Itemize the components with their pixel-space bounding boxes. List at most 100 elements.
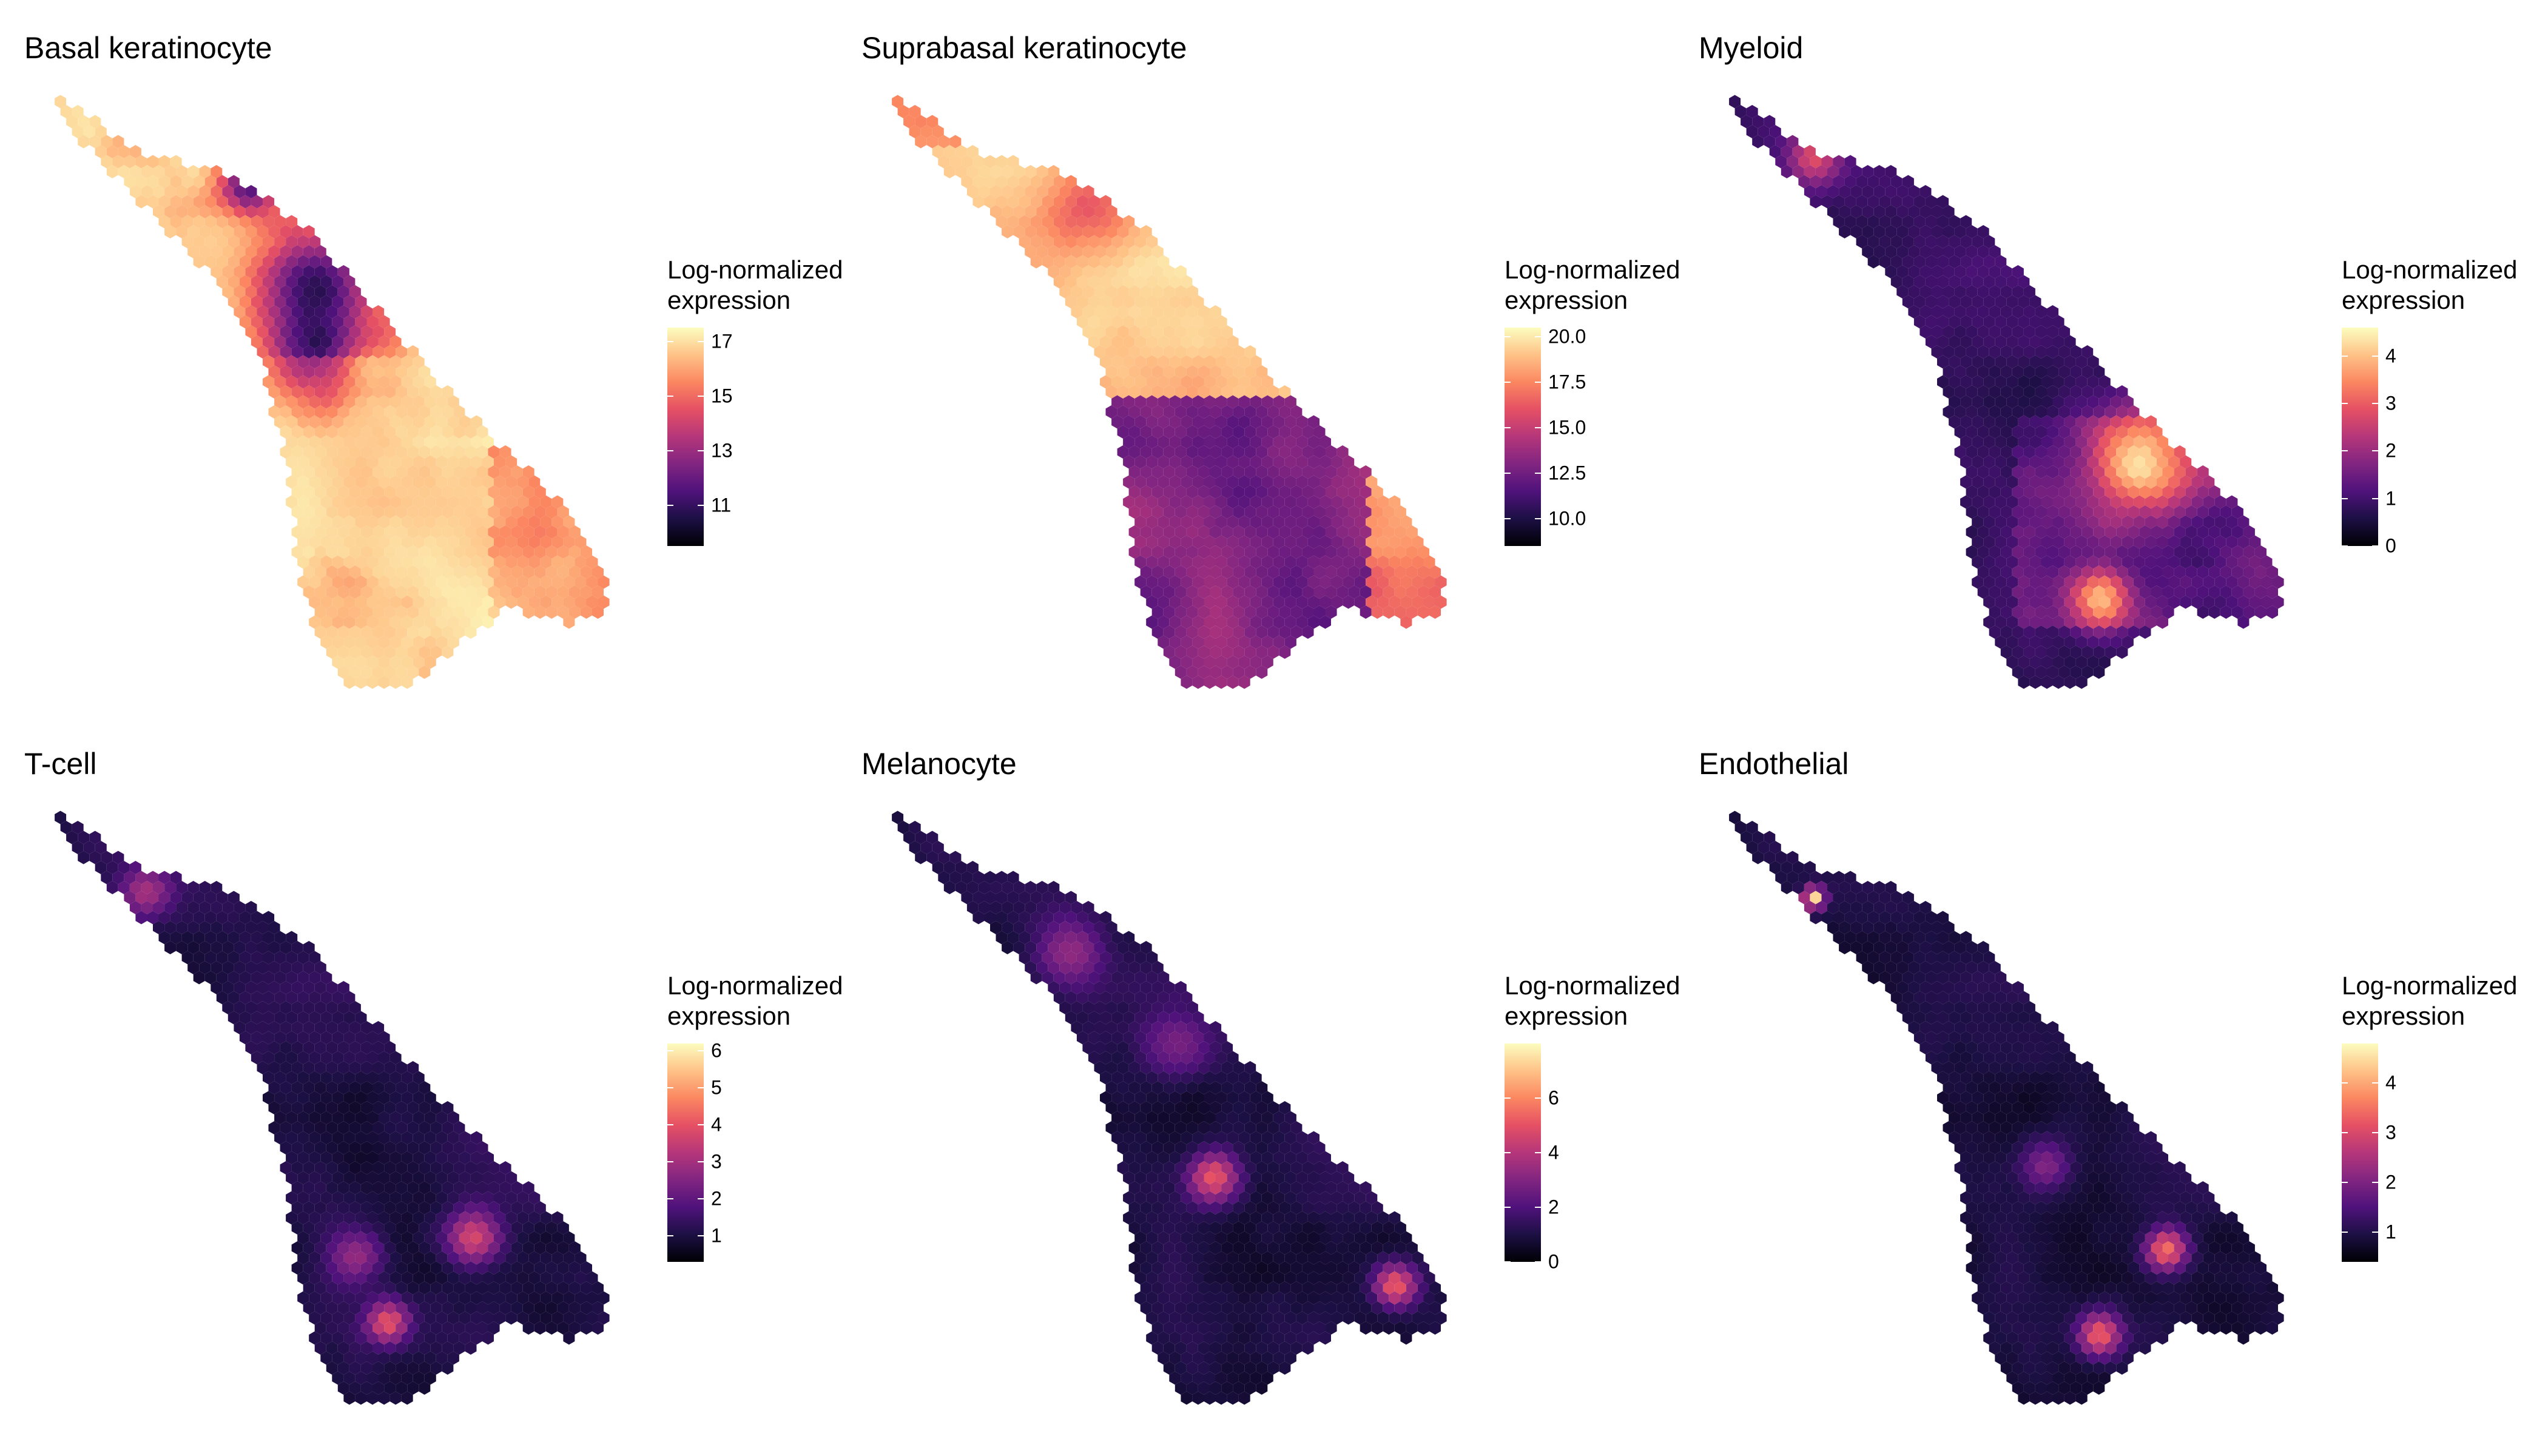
hex-bin — [1128, 405, 1141, 419]
hex-bin — [2122, 395, 2134, 409]
hex-bin — [1284, 1351, 1296, 1365]
hex-bin — [1273, 1311, 1285, 1325]
hex-bin — [314, 285, 326, 298]
hex-bin — [1896, 981, 1909, 994]
hex-bin — [1221, 545, 1233, 559]
hex-bin — [1267, 1121, 1279, 1134]
hex-bin — [1954, 385, 1966, 399]
hex-bin — [442, 605, 454, 619]
hex-bin — [1284, 515, 1296, 529]
hex-bin — [2157, 535, 2168, 549]
hex-bin — [1925, 255, 1937, 269]
hex-bin — [332, 635, 344, 649]
hex-bin — [2075, 535, 2088, 549]
hex-bin — [2035, 485, 2047, 499]
hex-bin — [396, 1341, 408, 1355]
hex-bin — [303, 585, 315, 599]
hex-bin — [222, 901, 234, 914]
hex-bin — [2260, 595, 2273, 609]
hex-bin — [1867, 931, 1879, 945]
hex-bin — [366, 1171, 379, 1185]
hex-bin — [1804, 145, 1816, 158]
hex-bin — [372, 1241, 385, 1255]
hex-bin — [2012, 265, 2024, 278]
hex-bin — [1227, 355, 1239, 369]
hex-bin — [1949, 1031, 1961, 1045]
hex-bin — [476, 545, 488, 559]
hex-bin — [407, 625, 419, 639]
hex-bin — [1221, 1221, 1233, 1235]
hex-bin — [1919, 185, 1932, 198]
hex-bin — [1919, 901, 1932, 914]
hex-bin — [1250, 355, 1262, 369]
hex-bin — [1181, 1291, 1193, 1305]
hex-bin — [2023, 305, 2035, 318]
hex-bin — [1088, 931, 1100, 945]
hex-bin — [314, 981, 326, 994]
hex-bin — [1123, 475, 1135, 489]
hex-bin — [1406, 1321, 1418, 1335]
hex-bin — [1128, 1101, 1141, 1114]
hex-bin — [2197, 485, 2209, 499]
hex-bin — [291, 505, 303, 519]
hex-bin — [1198, 645, 1210, 659]
hex-bin — [1989, 1161, 2001, 1175]
hex-bin — [1995, 475, 2007, 489]
hex-bin — [926, 831, 939, 844]
hex-bin — [499, 525, 511, 539]
hex-bin — [1186, 645, 1198, 659]
hex-bin — [193, 215, 205, 229]
hex-bin — [1036, 185, 1048, 198]
hex-bin — [2070, 545, 2082, 559]
legend-tick-mark — [1505, 473, 1511, 474]
hex-bin — [1025, 941, 1037, 954]
hex-bin — [522, 565, 534, 579]
hex-bin — [1163, 365, 1175, 379]
hex-bin — [534, 1201, 546, 1215]
hex-bin — [442, 1201, 454, 1215]
hex-bin — [1256, 1301, 1268, 1315]
hex-bin — [1169, 1151, 1181, 1165]
hex-bin — [1325, 585, 1337, 599]
hex-bin — [1082, 941, 1094, 954]
hex-bin — [332, 615, 344, 629]
hex-bin — [2058, 1081, 2071, 1094]
hex-bin — [1383, 505, 1395, 519]
hex-bin — [1192, 1071, 1204, 1085]
hex-bin — [2162, 1161, 2174, 1175]
hex-bin — [499, 505, 511, 519]
hex-bin — [112, 851, 124, 864]
hex-bin — [2023, 1141, 2035, 1154]
hex-bin — [1169, 435, 1181, 449]
hex-bin — [1238, 1391, 1250, 1405]
hex-bin — [1233, 405, 1245, 419]
hex-bin — [961, 175, 973, 189]
hex-bin — [355, 435, 367, 449]
chart-panel: Suprabasal keratinocyte Log-normalized exp… — [837, 12, 1680, 728]
hex-bin — [1977, 225, 1989, 238]
hex-bin — [540, 1311, 552, 1325]
hex-bin — [447, 395, 459, 409]
hex-bin — [1146, 235, 1158, 249]
hex-bin — [1890, 255, 1903, 269]
hex-bin — [2070, 1101, 2082, 1114]
legend-title-line: expression — [667, 286, 791, 314]
hex-bin — [1943, 385, 1955, 399]
hex-bin — [1128, 1181, 1141, 1195]
hex-bin — [274, 375, 286, 389]
hex-bin — [2041, 1151, 2053, 1165]
hex-bin — [245, 305, 257, 318]
hex-bin — [1204, 575, 1216, 589]
hex-bin — [1954, 1161, 1966, 1175]
hex-bin — [1896, 225, 1909, 238]
legend-tick-mark — [667, 340, 673, 342]
hex-bin — [1389, 515, 1401, 529]
hex-bin — [239, 235, 251, 249]
hex-bin — [2041, 1171, 2053, 1185]
hex-bin — [1227, 635, 1239, 649]
hex-bin — [1151, 1321, 1164, 1335]
hex-bin — [222, 1001, 234, 1014]
hex-bin — [124, 155, 136, 169]
hex-bin — [360, 445, 372, 459]
hex-bin — [1307, 1311, 1320, 1325]
